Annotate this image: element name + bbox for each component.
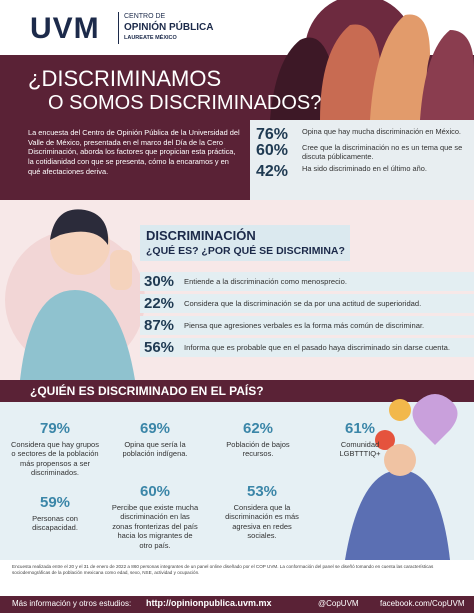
stat-text: Informa que es probable que en el pasado… — [184, 343, 450, 352]
stat-value: 60% — [139, 483, 171, 500]
section-heading: ¿QUIÉN ES DISCRIMINADO EN EL PAÍS? — [30, 384, 264, 398]
intro-text: La encuesta del Centro de Opinión Públic… — [28, 128, 240, 176]
stat-value: 76% — [256, 126, 289, 143]
stat-value: 56% — [144, 339, 175, 356]
stat-text: Ha sido discriminado en el último año. — [302, 164, 427, 173]
stat-value: 79% — [39, 420, 71, 437]
stat-row: 87% Piensa que agresiones verbales es la … — [140, 316, 474, 335]
footer-link[interactable]: http://opinionpublica.uvm.mx — [146, 598, 272, 608]
section-heading: DISCRIMINACIÓN — [146, 228, 256, 243]
stat-text: Opina que hay mucha discriminación en Mé… — [302, 127, 461, 136]
stat-text: Comunidad LGBTTTIQ+ — [339, 440, 381, 459]
stat-value: 62% — [242, 420, 274, 437]
stat-value: 53% — [246, 483, 278, 500]
stat-text: Entiende a la discriminación como menosp… — [184, 277, 347, 286]
title: ¿DISCRIMINAMOS — [28, 66, 222, 91]
stat-value: 30% — [144, 273, 175, 290]
stat-value: 60% — [256, 142, 289, 159]
stat-text: Considera que la discriminación es más a… — [225, 503, 299, 541]
stat-value: 42% — [256, 163, 289, 180]
footer-label: Más información y otros estudios: — [12, 599, 132, 608]
stat-text: Piensa que agresiones verbales es la for… — [184, 321, 425, 330]
stat-text: Percibe que existe mucha discriminación … — [111, 503, 199, 550]
stat-text: Considera que la discriminación se da po… — [184, 299, 422, 308]
stat-row: 30% Entiende a la discriminación como men… — [140, 272, 474, 291]
title: O SOMOS DISCRIMINADOS? — [48, 92, 322, 114]
footer-twitter[interactable]: @CopUVM — [318, 599, 359, 608]
stat-text: Población de bajos recursos. — [226, 440, 290, 459]
stat-value: 61% — [344, 420, 376, 437]
stat-value: 22% — [144, 295, 175, 312]
stat-row: 22% Considera que la discriminación se da… — [140, 294, 474, 313]
stat-text: Considera que hay grupos o sectores de l… — [11, 440, 99, 478]
stat-row: 56% Informa que es probable que en el pas… — [140, 338, 474, 357]
footer-facebook[interactable]: facebook.com/CopUVM — [380, 599, 465, 608]
footnote: Encuesta realizada entre el 20 y el 31 d… — [12, 564, 434, 575]
logo: UVM — [30, 12, 100, 45]
stat-value: 59% — [39, 494, 71, 511]
logo-divider — [118, 12, 119, 44]
org-line: LAUREATE MÉXICO — [124, 35, 177, 41]
stat-text: Cree que la discriminación no es un tema… — [302, 143, 463, 161]
stat-value: 87% — [144, 317, 175, 334]
org-line: CENTRO DE — [124, 13, 166, 20]
org-line: OPINIÓN PÚBLICA — [124, 22, 214, 33]
stat-text: Opina que sería la población indígena. — [122, 440, 188, 459]
section-subheading: ¿QUÉ ES? ¿POR QUÉ SE DISCRIMINA? — [146, 245, 345, 257]
stat-value: 69% — [139, 420, 171, 437]
stat-text: Personas con discapacidad. — [32, 514, 78, 533]
